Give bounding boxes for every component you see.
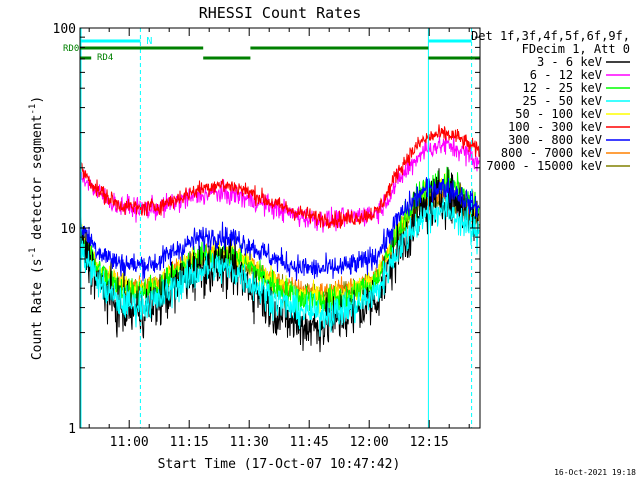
legend-label: 6 - 12 keV xyxy=(530,68,602,82)
x-tick-label: 11:00 xyxy=(110,435,149,450)
night-flag-label: N xyxy=(146,36,152,47)
y-label-part-a: Count Rate (s xyxy=(30,258,45,360)
legend-label: 100 - 300 keV xyxy=(508,120,602,134)
series-line-6to12keV xyxy=(80,135,480,233)
x-tick-label: 11:45 xyxy=(290,435,329,450)
series-line-300to800keV xyxy=(80,177,480,282)
legend-label: 3 - 6 keV xyxy=(537,55,602,69)
x-tick-label: 12:15 xyxy=(410,435,449,450)
y-tick-label: 100 xyxy=(53,22,76,37)
legend: Det 1f,3f,4f,5f,6f,9f, FDecim 1, Att 0 3… xyxy=(471,29,630,173)
x-tick-label: 11:15 xyxy=(170,435,209,450)
legend-label: 800 - 7000 keV xyxy=(501,146,602,160)
y-label-part-e: ) xyxy=(30,96,45,104)
legend-label: 7000 - 15000 keV xyxy=(486,159,602,173)
series-line-25to50keV xyxy=(80,192,480,337)
y-axis-label: Count Rate (s-1 detector segment-1) xyxy=(28,96,45,360)
footer-timestamp: 16-Oct-2021 19:18 xyxy=(554,468,636,477)
x-axis: 11:00 11:15 11:30 11:45 12:00 12:15 xyxy=(88,28,470,450)
chart-title: RHESSI Count Rates xyxy=(199,4,362,22)
series-layer xyxy=(80,124,480,353)
y-tick-label: 10 xyxy=(60,222,76,237)
legend-header-line-2: FDecim 1, Att 0 xyxy=(522,42,630,56)
x-tick-label: 12:00 xyxy=(350,435,389,450)
y-axis: 1 10 100 xyxy=(53,22,480,437)
legend-label: 12 - 25 keV xyxy=(523,81,602,95)
series-line-100to300keV xyxy=(80,124,480,230)
legend-header-line-1: Det 1f,3f,4f,5f,6f,9f, xyxy=(471,29,630,43)
y-tick-label: 1 xyxy=(68,422,76,437)
y-label-exp-2: -1 xyxy=(28,104,38,115)
x-tick-label: 11:30 xyxy=(230,435,269,450)
legend-label: 25 - 50 keV xyxy=(523,94,602,108)
y-label-part-c: detector segment xyxy=(30,115,45,248)
x-axis-label: Start Time (17-Oct-07 10:47:42) xyxy=(158,457,401,472)
y-label-exp-1: -1 xyxy=(28,248,38,259)
annotation-layer: N RD0 RD4 xyxy=(63,28,480,428)
legend-label: 300 - 800 keV xyxy=(508,133,602,147)
rd4-label: RD4 xyxy=(97,53,113,63)
legend-label: 50 - 100 keV xyxy=(515,107,602,121)
rd0-label: RD0 xyxy=(63,44,79,54)
